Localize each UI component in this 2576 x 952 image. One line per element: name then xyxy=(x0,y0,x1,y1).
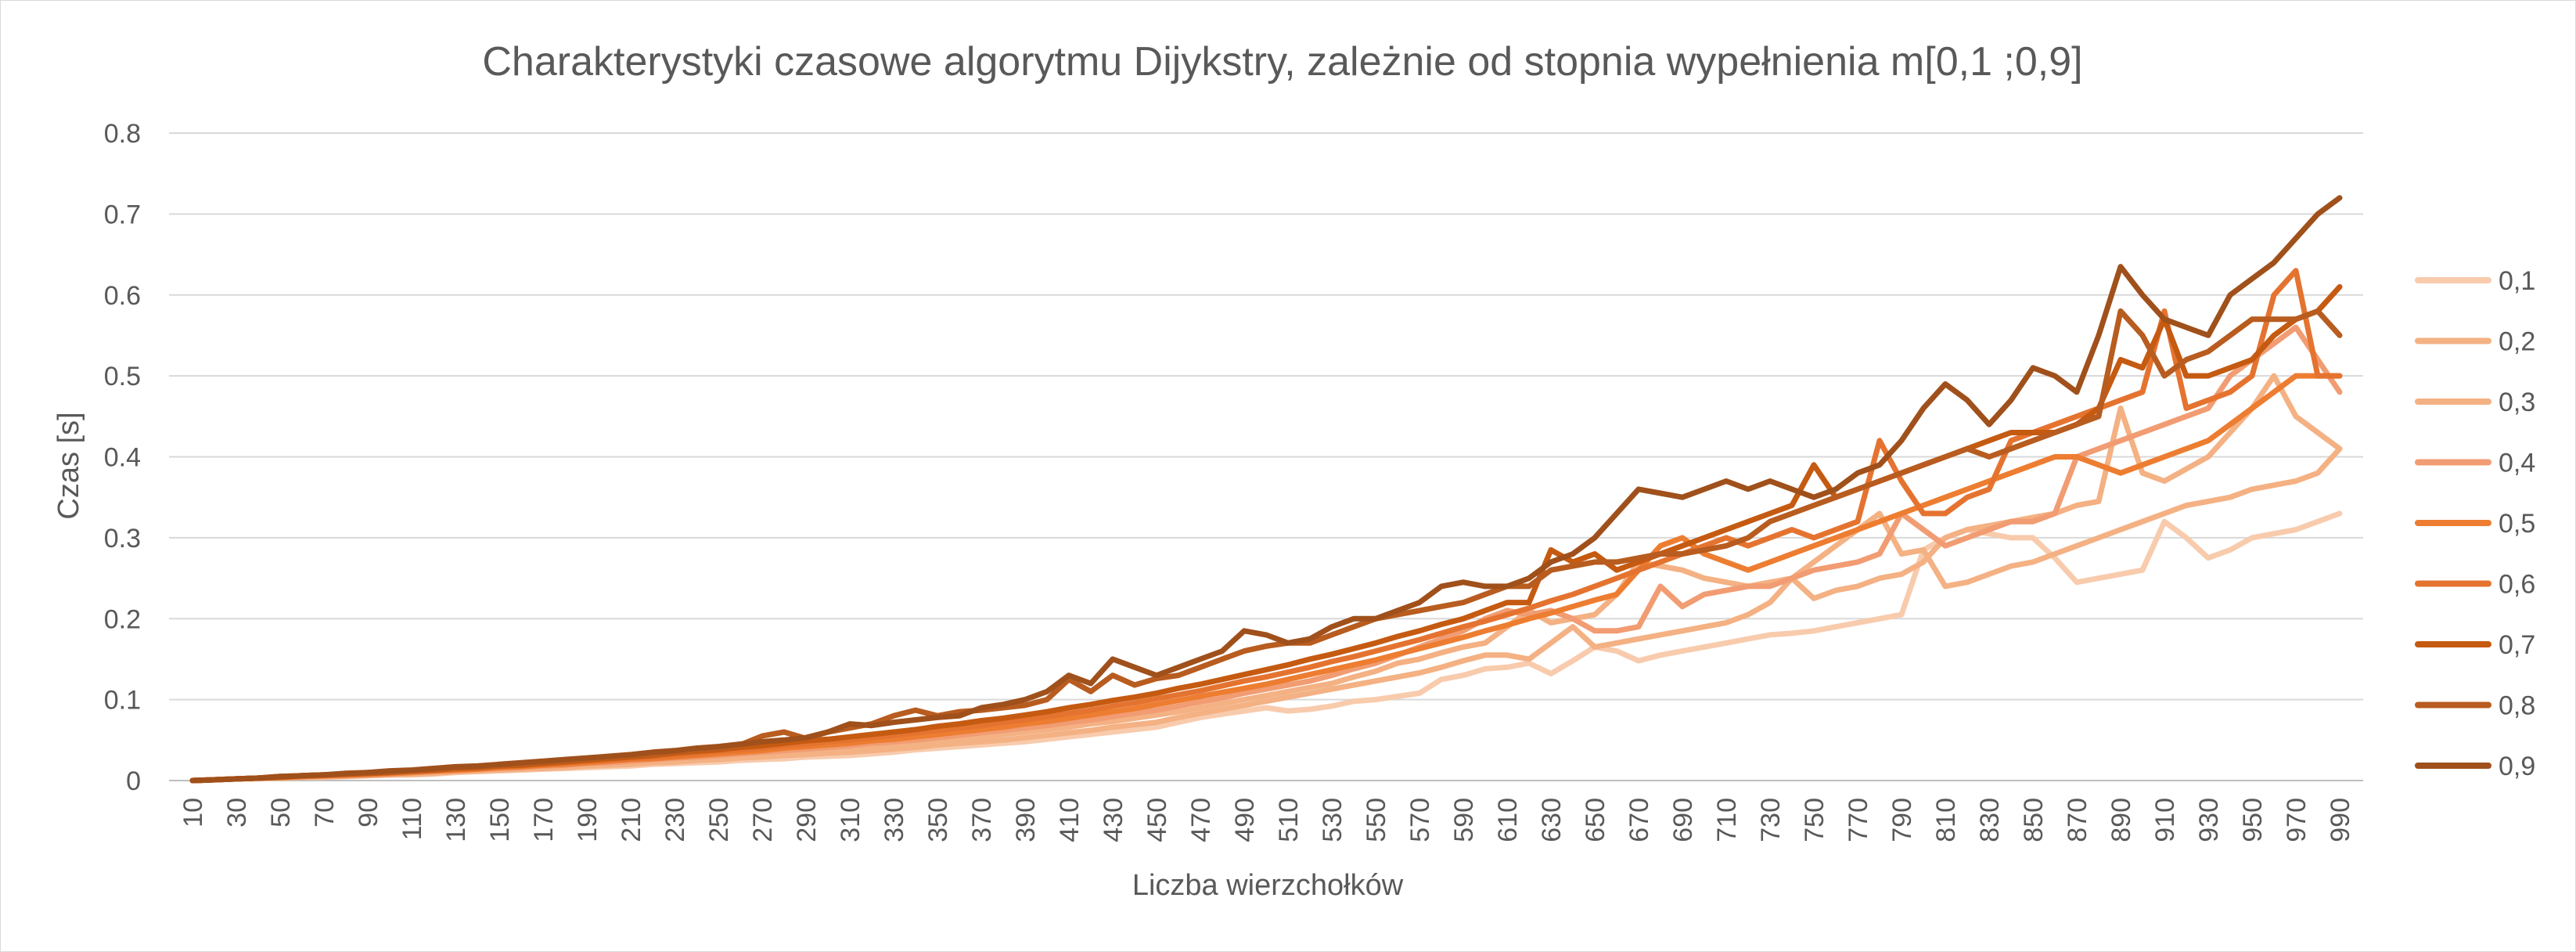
x-tick-label: 370 xyxy=(967,798,997,842)
y-tick-label: 0.3 xyxy=(104,524,141,554)
x-tick-label: 690 xyxy=(1668,798,1698,842)
x-tick-label: 750 xyxy=(1800,798,1829,842)
x-tick-label: 470 xyxy=(1186,798,1216,842)
x-tick-label: 650 xyxy=(1581,798,1610,842)
x-tick-label: 430 xyxy=(1099,798,1128,842)
x-tick-label: 970 xyxy=(2282,798,2312,842)
x-tick-label: 510 xyxy=(1274,798,1304,842)
x-tick-label: 990 xyxy=(2326,798,2355,842)
legend-label: 0,1 xyxy=(2499,266,2535,296)
x-tick-label: 450 xyxy=(1142,798,1172,842)
x-tick-label: 90 xyxy=(354,798,383,828)
x-axis-ticks: 10 30 50 70 90 110 130 150 170 190 210 230 250 270 290… xyxy=(178,798,2355,842)
x-tick-label: 810 xyxy=(1931,798,1961,842)
y-axis-ticks: 0 0.1 0.2 0.3 0.4 0.5 0.6 0.7 0.8 xyxy=(104,119,141,796)
y-axis-title: Czas [s] xyxy=(52,412,85,519)
x-tick-label: 30 xyxy=(222,798,252,828)
x-tick-label: 310 xyxy=(836,798,865,842)
x-tick-label: 50 xyxy=(266,798,296,828)
y-tick-label: 0.4 xyxy=(104,443,141,473)
legend-label: 0,8 xyxy=(2499,691,2535,721)
x-tick-label: 570 xyxy=(1405,798,1435,842)
x-tick-label: 550 xyxy=(1362,798,1391,842)
x-tick-label: 590 xyxy=(1449,798,1479,842)
y-tick-label: 0.2 xyxy=(104,604,141,634)
x-tick-label: 210 xyxy=(617,798,646,842)
x-tick-label: 410 xyxy=(1055,798,1085,842)
series-line-2 xyxy=(189,445,2343,784)
x-tick-label: 710 xyxy=(1712,798,1742,842)
legend-label: 0,4 xyxy=(2499,449,2535,478)
x-tick-label: 850 xyxy=(2019,798,2049,842)
series-line-9 xyxy=(189,195,2343,784)
y-tick-label: 0.5 xyxy=(104,362,141,391)
x-tick-label: 730 xyxy=(1756,798,1786,842)
legend-label: 0,2 xyxy=(2499,327,2535,357)
y-tick-label: 0.1 xyxy=(104,686,141,716)
x-tick-label: 950 xyxy=(2238,798,2268,842)
x-tick-label: 110 xyxy=(398,798,427,840)
x-tick-label: 490 xyxy=(1230,798,1260,842)
x-tick-label: 670 xyxy=(1624,798,1654,842)
x-tick-label: 350 xyxy=(923,798,953,842)
x-tick-label: 930 xyxy=(2194,798,2224,842)
series-lines xyxy=(189,195,2343,784)
chart-title: Charakterystyki czasowe algorytmu Dijyks… xyxy=(482,39,2082,85)
x-tick-label: 910 xyxy=(2150,798,2180,842)
legend-label: 0,7 xyxy=(2499,630,2535,660)
x-tick-label: 250 xyxy=(704,798,734,842)
legend-label: 0,3 xyxy=(2499,388,2535,417)
gridlines xyxy=(169,132,2363,781)
x-tick-label: 770 xyxy=(1844,798,1873,842)
x-tick-label: 270 xyxy=(748,798,778,842)
y-tick-label: 0 xyxy=(126,766,141,796)
x-tick-label: 190 xyxy=(573,798,603,842)
x-tick-label: 230 xyxy=(660,798,690,842)
x-tick-label: 170 xyxy=(529,798,559,842)
legend-label: 0,6 xyxy=(2499,570,2535,600)
x-tick-label: 290 xyxy=(792,798,822,842)
x-tick-label: 150 xyxy=(485,798,515,842)
x-tick-label: 130 xyxy=(441,798,471,842)
legend: 0,1 0,2 0,3 0,4 0,5 0,6 0,7 0,8 0,9 xyxy=(2415,266,2535,781)
x-tick-label: 890 xyxy=(2106,798,2136,842)
x-tick-label: 790 xyxy=(1887,798,1917,842)
x-tick-label: 630 xyxy=(1537,798,1567,842)
x-tick-label: 610 xyxy=(1493,798,1523,842)
legend-label: 0,9 xyxy=(2499,752,2535,781)
x-tick-label: 870 xyxy=(2063,798,2092,842)
x-tick-label: 10 xyxy=(178,798,208,828)
x-tick-label: 70 xyxy=(310,798,340,828)
x-axis-title: Liczba wierzchołków xyxy=(1132,869,1404,902)
x-tick-label: 530 xyxy=(1318,798,1347,842)
legend-label: 0,5 xyxy=(2499,509,2535,539)
y-tick-label: 0.6 xyxy=(104,281,141,311)
y-tick-label: 0.7 xyxy=(104,200,141,229)
y-tick-label: 0.8 xyxy=(104,119,141,149)
x-tick-label: 830 xyxy=(1975,798,2005,842)
x-tick-label: 390 xyxy=(1011,798,1041,842)
x-tick-label: 330 xyxy=(880,798,909,842)
series-line-6 xyxy=(189,268,2343,784)
